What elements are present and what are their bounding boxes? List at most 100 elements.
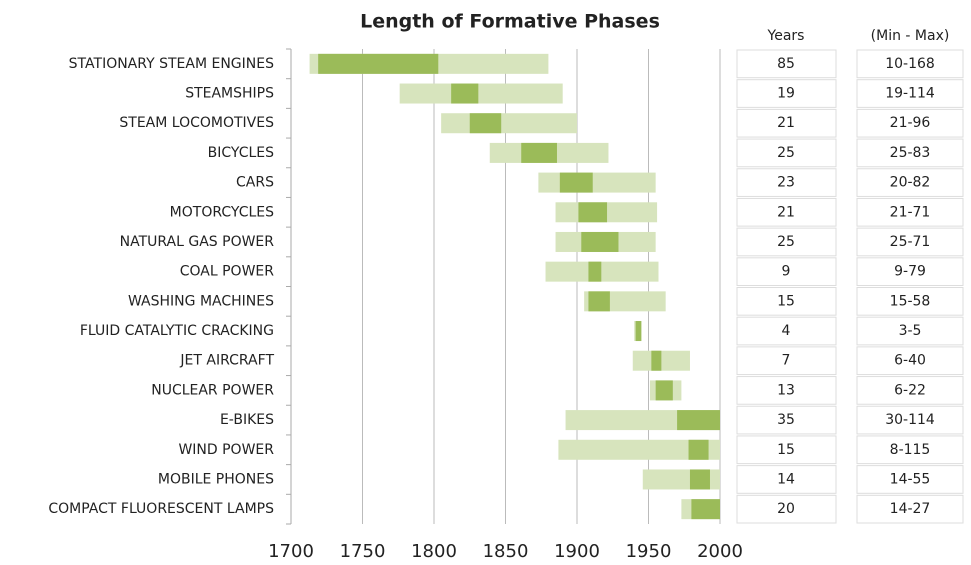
table-cell [856, 168, 964, 197]
y-tick-label: STATIONARY STEAM ENGINES [69, 56, 274, 72]
years-cell: 9 [782, 264, 791, 280]
phase-bar [677, 410, 720, 431]
years-cell: 85 [777, 56, 795, 72]
phase-bar [588, 261, 602, 282]
range-bar [441, 113, 577, 134]
table-cell [856, 79, 964, 108]
min-max-cell: 10-168 [885, 56, 935, 72]
table-cell [736, 138, 837, 168]
table-cell [736, 227, 837, 257]
chart-title: Length of Formative Phases [360, 11, 660, 33]
table-cell [856, 49, 964, 79]
y-tick-label: WASHING MACHINES [128, 293, 274, 309]
table-cell [856, 138, 964, 168]
min-max-cell: 30-114 [885, 412, 935, 428]
years-cell: 14 [777, 471, 795, 487]
table-cell [856, 346, 964, 376]
range-bar [538, 172, 656, 193]
phase-bar [651, 350, 662, 371]
x-tick-label: 1800 [411, 541, 457, 562]
range-bar [545, 261, 659, 282]
x-tick-label: 1850 [483, 541, 529, 562]
min-max-cell: 6-40 [894, 353, 926, 369]
min-max-cell: 14-55 [890, 471, 931, 487]
phase-bar [581, 231, 619, 252]
table-cell [856, 435, 964, 465]
x-tick-label: 1900 [554, 541, 600, 562]
y-tick-label: COAL POWER [180, 264, 275, 280]
table-cell [856, 465, 964, 494]
years-cell: 19 [777, 86, 795, 102]
years-cell: 21 [777, 204, 795, 220]
table-cell [856, 376, 964, 405]
table-cell [736, 197, 837, 227]
y-tick-label: COMPACT FLUORESCENT LAMPS [48, 501, 274, 517]
y-tick-label: NATURAL GAS POWER [120, 234, 275, 250]
column-header: (Min - Max) [871, 28, 950, 44]
min-max-cell: 15-58 [890, 293, 931, 309]
years-cell: 21 [777, 115, 795, 131]
table-cell [856, 108, 964, 138]
range-bar [558, 439, 720, 460]
table-cell [856, 316, 964, 346]
years-cell: 25 [777, 234, 795, 250]
min-max-cell: 14-27 [890, 501, 931, 517]
table-cell [736, 346, 837, 376]
min-max-cell: 21-96 [890, 115, 931, 131]
y-tick-label: STEAM LOCOMOTIVES [119, 115, 274, 131]
y-tick-label: FLUID CATALYTIC CRACKING [80, 323, 274, 339]
x-tick-label: 1950 [626, 541, 672, 562]
table-cell [856, 405, 964, 435]
min-max-cell: 6-22 [894, 382, 926, 398]
phase-bar [578, 202, 608, 223]
phase-bar [655, 380, 673, 401]
table-cell [736, 168, 837, 197]
years-cell: 25 [777, 145, 795, 161]
min-max-cell: 8-115 [890, 442, 931, 458]
table-cell [856, 197, 964, 227]
table-cell [736, 316, 837, 346]
y-tick-label: MOTORCYCLES [170, 204, 274, 220]
table-cell [736, 79, 837, 108]
column-header: Years [767, 28, 805, 44]
years-cell: 4 [782, 323, 791, 339]
phase-bar [559, 172, 593, 193]
years-cell: 7 [782, 353, 791, 369]
phase-bar [469, 113, 502, 134]
years-cell: 35 [777, 412, 795, 428]
table-cell [736, 435, 837, 465]
years-cell: 20 [777, 501, 795, 517]
y-tick-label: E-BIKES [220, 412, 274, 428]
phase-bar [635, 321, 642, 342]
min-max-cell: 19-114 [885, 86, 935, 102]
y-tick-label: BICYCLES [208, 145, 274, 161]
table-cell [736, 376, 837, 405]
range-bar [399, 83, 563, 104]
years-cell: 15 [777, 442, 795, 458]
years-cell: 15 [777, 293, 795, 309]
years-cell: 13 [777, 382, 795, 398]
min-max-cell: 21-71 [890, 204, 931, 220]
y-tick-label: CARS [236, 175, 274, 191]
min-max-cell: 20-82 [890, 175, 931, 191]
table-cell [736, 494, 837, 524]
table-cell [736, 465, 837, 494]
table-cell [736, 405, 837, 435]
phase-bar [451, 83, 479, 104]
min-max-cell: 3-5 [899, 323, 922, 339]
table-cell [736, 287, 837, 316]
table-cell [736, 49, 837, 79]
phase-bar [588, 291, 610, 312]
min-max-cell: 25-83 [890, 145, 931, 161]
phase-bar [689, 469, 710, 490]
table-cell [856, 287, 964, 316]
table-cell [856, 494, 964, 524]
y-tick-label: MOBILE PHONES [158, 471, 274, 487]
y-tick-label: JET AIRCRAFT [179, 353, 274, 369]
table-cell [736, 257, 837, 286]
phase-bar [521, 142, 557, 163]
x-tick-label: 1750 [340, 541, 386, 562]
min-max-cell: 9-79 [894, 264, 926, 280]
y-tick-label: STEAMSHIPS [185, 86, 274, 102]
